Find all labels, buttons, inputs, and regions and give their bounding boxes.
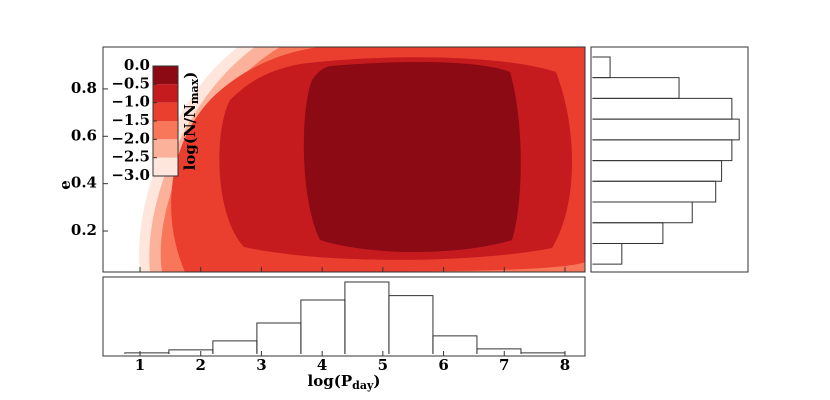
hist-bin bbox=[256, 322, 302, 354]
x-label-end: ) bbox=[373, 372, 380, 390]
x-tick-label: 4 bbox=[317, 356, 327, 374]
x-tick-label: 7 bbox=[499, 356, 509, 374]
colorbar-tick-label: −2.5 bbox=[111, 148, 150, 166]
x-tick-label: 8 bbox=[560, 356, 570, 374]
x-tick-label: 2 bbox=[196, 356, 206, 374]
hist-bin bbox=[168, 349, 214, 354]
y-tick-label: 0.4 bbox=[71, 174, 97, 192]
hist-bin bbox=[592, 97, 733, 120]
hist-bin bbox=[592, 160, 723, 182]
x-axis-label: log(Pday) bbox=[308, 372, 381, 392]
hist-bin bbox=[212, 340, 258, 354]
x-tick-label: 1 bbox=[135, 356, 145, 374]
hist-bin bbox=[300, 299, 346, 354]
hist-bin bbox=[432, 335, 478, 354]
hist-bin bbox=[476, 348, 522, 354]
cb-label-main: log(N/N bbox=[181, 104, 199, 170]
hist-bin bbox=[592, 139, 733, 162]
hist-bin bbox=[592, 222, 664, 244]
colorbar-band bbox=[153, 66, 178, 85]
colorbar-tick-label: −1.5 bbox=[111, 111, 150, 129]
hist-bin bbox=[344, 281, 390, 354]
colorbar-band bbox=[153, 157, 178, 176]
x-label-sub: day bbox=[352, 379, 374, 392]
hist-bin bbox=[592, 201, 693, 224]
hist-bin bbox=[388, 295, 434, 354]
colorbar-tick-label: −2.0 bbox=[111, 129, 150, 147]
hist-bin bbox=[592, 118, 740, 141]
right-frame bbox=[590, 46, 749, 273]
y-tick-label: 0.2 bbox=[71, 221, 97, 239]
colorbar-band bbox=[153, 139, 178, 158]
main-frame bbox=[102, 46, 586, 273]
contour-region bbox=[303, 62, 521, 253]
colorbar-tick-label: −1.0 bbox=[111, 93, 150, 111]
bottom-frame bbox=[102, 276, 586, 357]
hist-bin bbox=[520, 352, 566, 354]
hist-bin bbox=[592, 242, 623, 265]
x-tick-label: 6 bbox=[438, 356, 448, 374]
colorbar-band bbox=[153, 121, 178, 140]
colorbar-label: log(N/Nmax) bbox=[181, 72, 201, 171]
colorbar-band bbox=[153, 84, 178, 103]
y-axis-label: e bbox=[56, 180, 74, 190]
x-label-main: log(P bbox=[308, 372, 353, 390]
cb-label-end: ) bbox=[181, 72, 199, 79]
cb-label-sub: max bbox=[188, 78, 201, 104]
x-tick-label: 5 bbox=[378, 356, 388, 374]
hist-bin bbox=[592, 77, 680, 99]
colorbar-tick-label: −3.0 bbox=[111, 166, 150, 184]
colorbar-band bbox=[153, 102, 178, 121]
colorbar-tick-label: −0.5 bbox=[111, 74, 150, 92]
x-tick-label: 3 bbox=[256, 356, 266, 374]
hist-bin bbox=[592, 56, 611, 79]
y-tick-label: 0.6 bbox=[71, 126, 97, 144]
y-tick-label: 0.8 bbox=[71, 79, 97, 97]
hist-bin bbox=[124, 352, 170, 354]
contour-area bbox=[139, 47, 585, 272]
hist-bin bbox=[592, 180, 717, 203]
colorbar-tick-label: 0.0 bbox=[124, 56, 150, 74]
